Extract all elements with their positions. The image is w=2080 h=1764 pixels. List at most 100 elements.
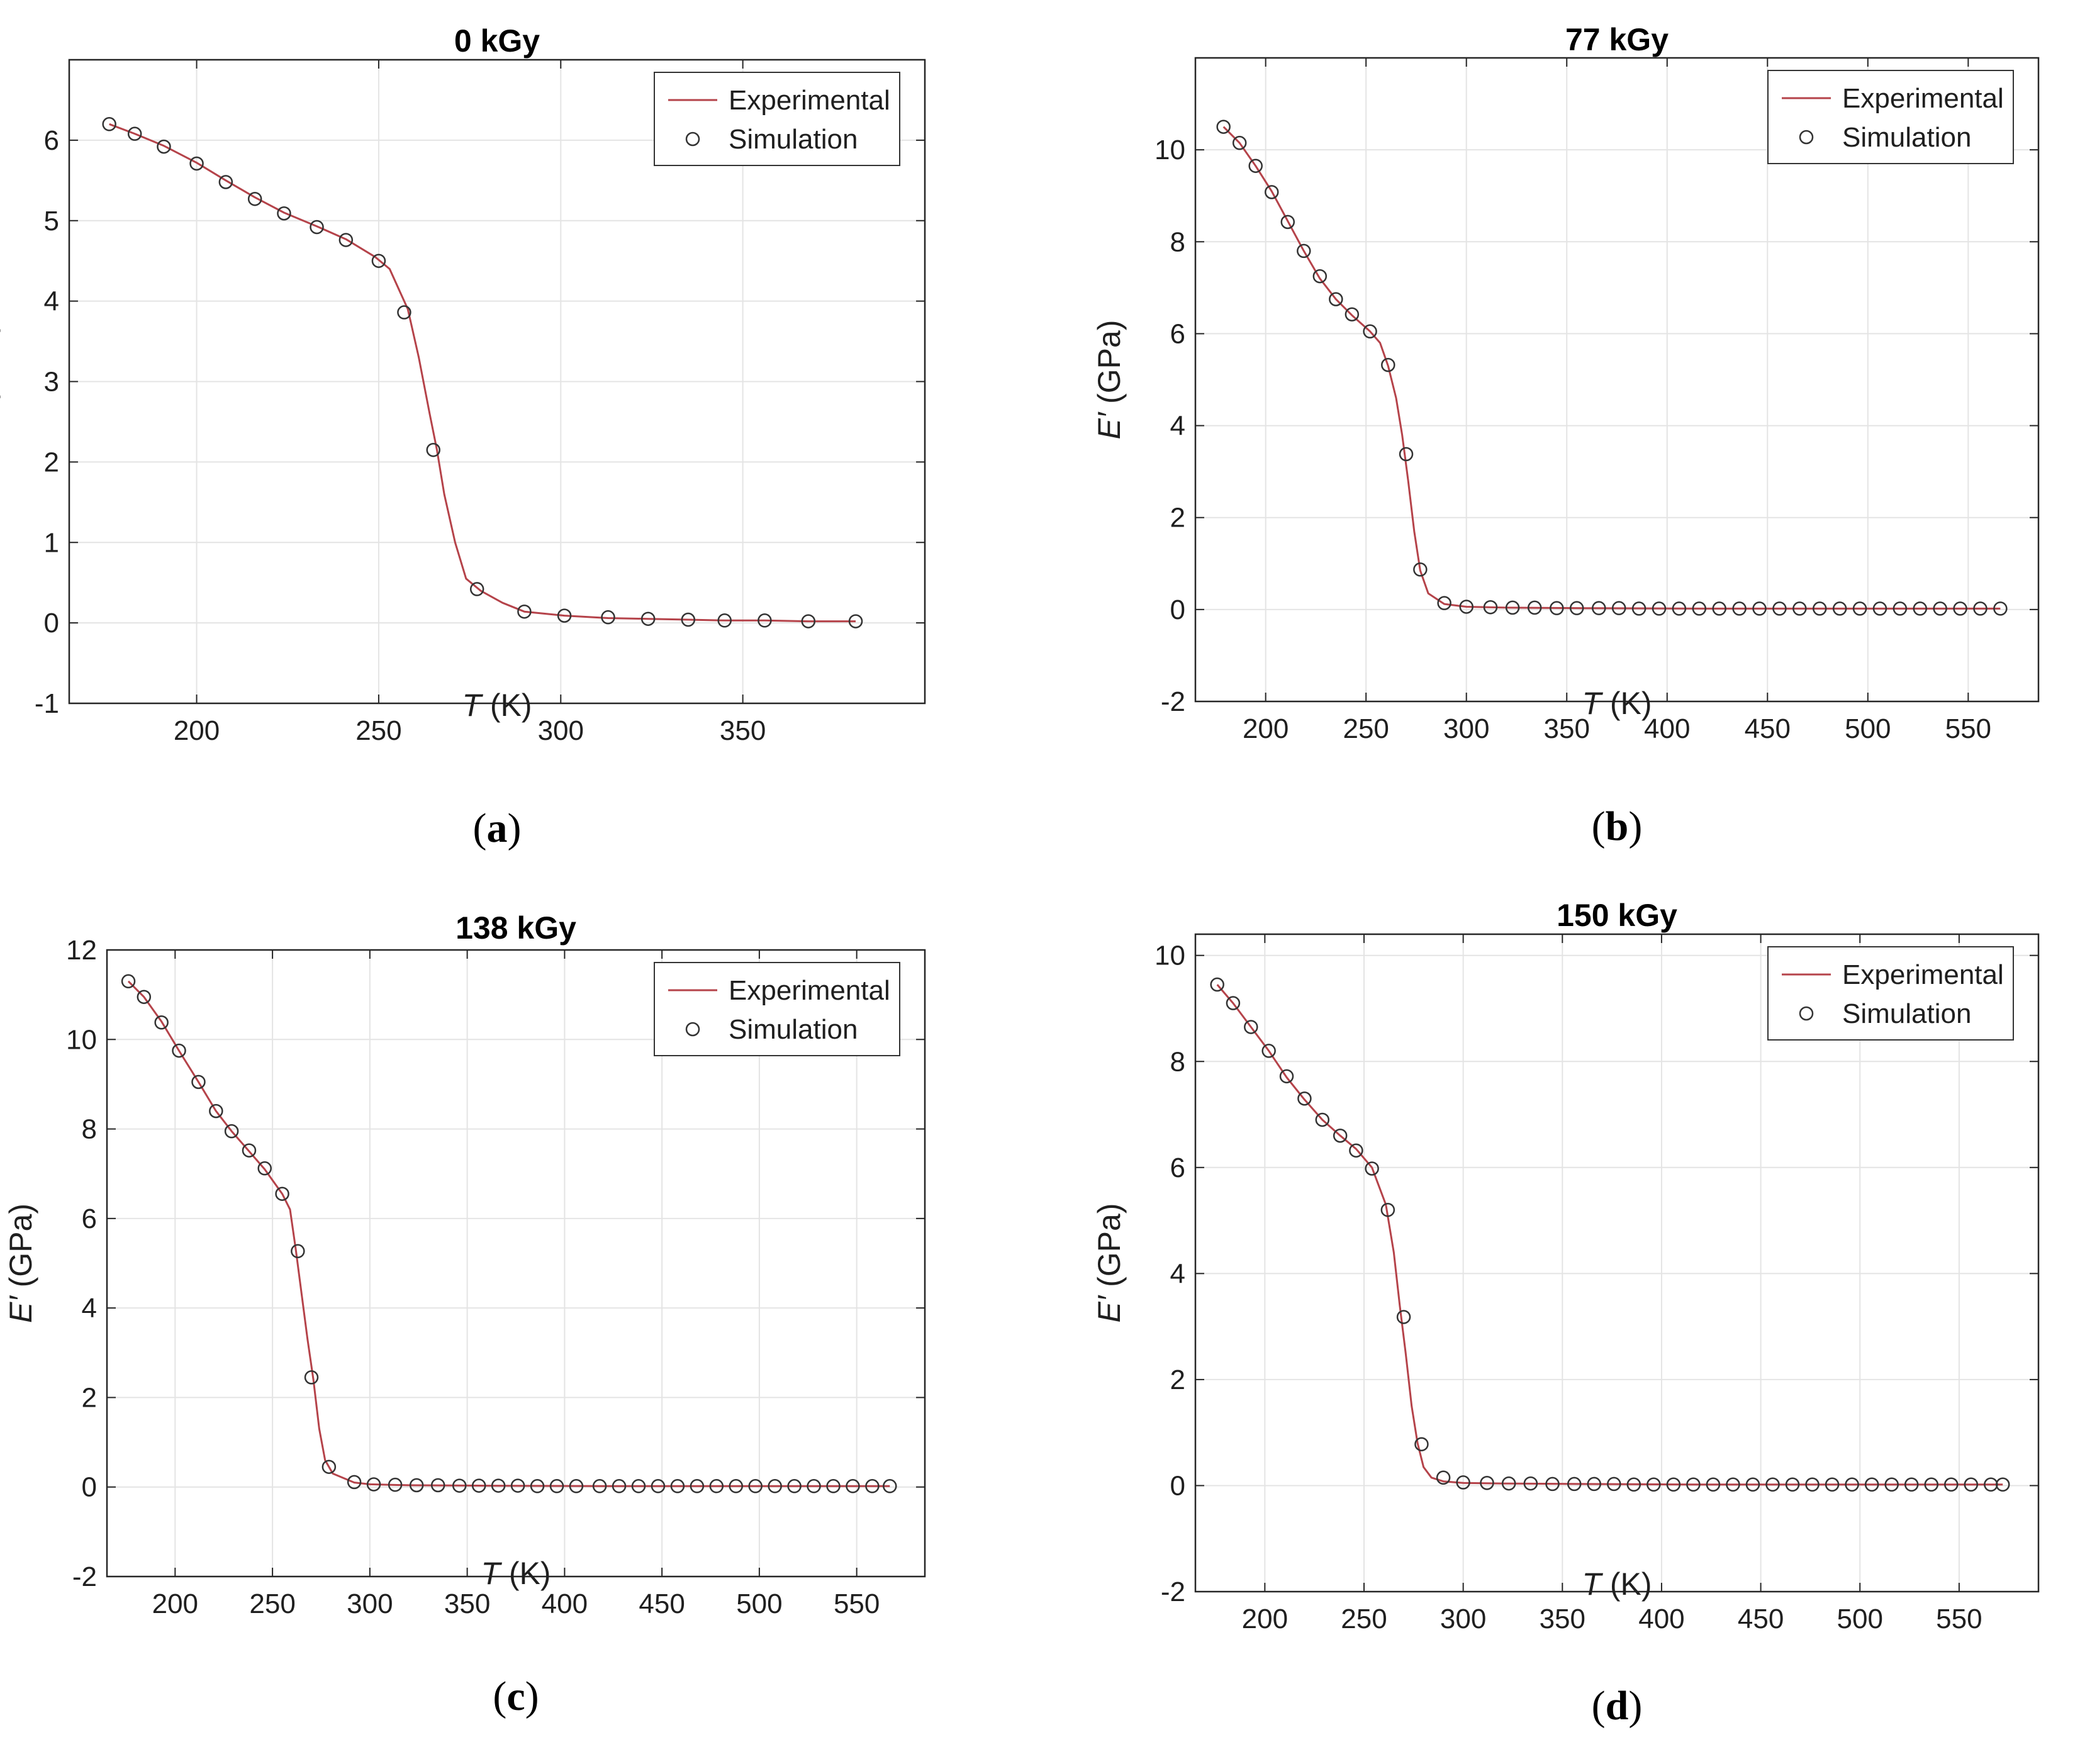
data-point-simulation [1944,1477,1959,1492]
y-tick-label: -2 [1161,1577,1185,1607]
x-tick-label: 500 [736,1588,782,1619]
y-tick-label: 2 [1170,503,1185,533]
series-line-experimental [109,123,856,623]
data-point-simulation [1226,996,1241,1010]
y-axis-label: E′ (GPa) [0,322,1,442]
legend: Experimental Simulation [654,72,900,166]
y-tick-label: 6 [82,1203,97,1234]
data-point-simulation [191,1075,206,1090]
panel-label: (d) [1592,1683,1643,1729]
data-point-simulation [651,1479,666,1493]
data-point-simulation [1345,307,1360,321]
data-point-simulation [224,1124,239,1139]
y-tick-label: 8 [82,1114,97,1145]
data-point-simulation [1825,1477,1840,1492]
legend: Experimental Simulation [654,962,900,1056]
x-tick-label: 500 [1837,1604,1883,1634]
data-point-simulation [1611,601,1626,615]
y-tick-label: 4 [82,1293,97,1324]
data-point-simulation [388,1477,403,1492]
data-point-simulation [883,1479,897,1493]
data-point-simulation [670,1479,685,1493]
data-point-simulation [681,612,696,627]
data-point-simulation [127,126,142,141]
data-point-simulation [748,1479,763,1493]
panel-label: (b) [1592,803,1643,849]
data-point-simulation [452,1478,467,1493]
data-point-simulation [1315,1112,1330,1127]
x-tick-label: 350 [1544,713,1590,744]
data-point-simulation [157,139,171,154]
chart-panel-a: 200 250 300 350 -1 0 1 2 3 4 5 6 0 kGy T (K) E′ (GPa) (… [0,23,926,851]
x-axis-label: T (K) [462,688,532,723]
data-point-simulation [1279,1069,1294,1084]
chart-title: 138 kGy [456,910,576,946]
data-point-simulation [592,1479,607,1493]
data-point-simulation [1232,135,1247,150]
x-tick-label: 300 [1440,1604,1486,1634]
legend-box [1767,946,2014,1041]
data-point-simulation [1904,1477,1919,1492]
data-point-simulation [1973,601,1988,616]
data-point-simulation [426,442,440,457]
legend-label: Experimental [1842,959,2004,990]
data-point-simulation [275,1186,289,1201]
data-point-simulation [1244,1020,1258,1034]
x-tick-label: 200 [174,715,220,746]
data-point-simulation [1772,601,1787,616]
legend-box [1767,70,2014,164]
data-point-simulation [1672,601,1687,616]
data-point-simulation [1399,447,1414,462]
y-tick-label: 1 [44,527,59,558]
y-tick-label: 0 [82,1472,97,1503]
data-point-simulation [1864,1477,1879,1492]
data-point-simulation [291,1244,305,1259]
data-point-simulation [1436,1470,1451,1485]
data-point-simulation [1545,1477,1560,1492]
y-tick-label: 10 [1155,135,1185,165]
x-tick-label: 250 [1343,713,1389,744]
x-tick-label: 400 [1644,713,1690,744]
data-point-simulation [1569,601,1584,615]
data-point-simulation [247,191,262,206]
data-point-simulation [218,175,233,189]
data-point-simulation [690,1479,705,1493]
data-point-simulation [729,1479,744,1493]
legend-label: Simulation [1842,122,1971,153]
data-point-simulation [366,1477,381,1492]
data-point-simulation [1692,601,1707,616]
y-axis-label: E′ (GPa) [3,1203,38,1323]
legend-label: Simulation [1842,998,1971,1029]
data-point-simulation [1852,601,1867,616]
x-tick-label: 450 [1745,713,1791,744]
data-point-simulation [257,1161,272,1176]
x-tick-label: 400 [1638,1604,1684,1634]
data-point-simulation [430,1478,445,1493]
data-point-simulation [1805,1477,1820,1492]
data-point-simulation [409,1478,424,1493]
y-tick-label: 6 [44,125,59,156]
data-point-simulation [304,1370,319,1385]
y-tick-label: 0 [1170,595,1185,625]
data-point-simulation [1812,601,1827,616]
data-point-simulation [172,1043,186,1058]
data-point-simulation [1884,1477,1899,1492]
data-point-simulation [846,1479,860,1493]
x-axis-label: T (K) [481,1556,551,1591]
axes-frame [1194,57,2040,703]
legend-label: Experimental [729,975,890,1006]
y-tick-label: -1 [35,688,59,719]
data-point-simulation [1913,601,1928,616]
data-point-simulation [640,611,656,626]
data-point-simulation [1297,1091,1312,1106]
y-tick-label: 0 [44,608,59,639]
y-tick-label: 4 [1170,411,1185,442]
data-point-simulation [397,305,411,320]
y-tick-label: 2 [82,1382,97,1413]
data-point-simulation [1567,1477,1582,1492]
chart-title: 77 kGy [1565,22,1669,57]
data-point-simulation [1765,1477,1780,1492]
data-point-simulation [209,1103,223,1119]
panel-label: (c) [493,1673,539,1719]
data-point-simulation [1626,1477,1641,1492]
